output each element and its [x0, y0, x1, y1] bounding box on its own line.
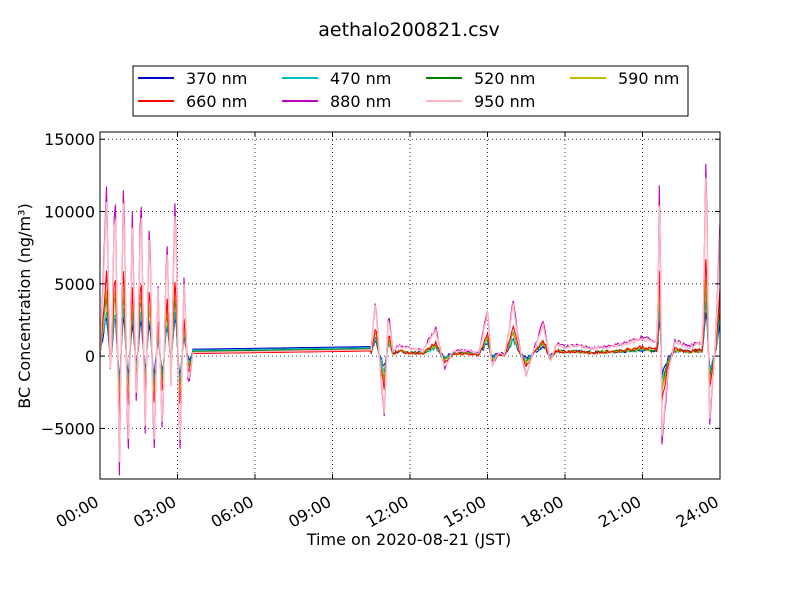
y-tick-label: 15000: [44, 130, 95, 149]
series-line: [100, 259, 720, 420]
y-tick-label: 10000: [44, 203, 95, 222]
x-tick-label: 15:00: [440, 492, 489, 532]
x-tick-label: 12:00: [363, 492, 412, 532]
x-tick-label: 18:00: [518, 492, 567, 532]
series-layer: [100, 163, 720, 476]
chart-title: aethalo200821.csv: [318, 19, 500, 41]
legend-label: 470 nm: [330, 69, 391, 88]
legend-label: 370 nm: [186, 69, 247, 88]
y-tick-label: 5000: [54, 275, 95, 294]
legend-label: 590 nm: [618, 69, 679, 88]
legend-box: [132, 65, 689, 117]
legend-label: 520 nm: [474, 69, 535, 88]
legend-label: 660 nm: [186, 92, 247, 111]
y-tick-label: −5000: [41, 419, 95, 438]
series-line: [100, 177, 720, 463]
x-tick-label: 06:00: [208, 492, 257, 532]
plot-area: [100, 132, 720, 479]
legend-label: 880 nm: [330, 92, 391, 111]
x-tick-label: 03:00: [130, 492, 179, 532]
legend: 370 nm 470 nm 520 nm 590 nm 660 nm 880 nm 950 …: [132, 65, 689, 117]
legend-label: 950 nm: [474, 92, 535, 111]
grid-lines: [100, 132, 720, 479]
x-tick-label: 21:00: [595, 492, 644, 532]
y-axis-title: BC Concentration (ng/m³): [15, 203, 34, 408]
x-tick-label: 24:00: [673, 492, 722, 532]
x-tick-label: 00:00: [53, 492, 102, 532]
y-tick-label: 0: [85, 347, 95, 366]
x-axis-title: Time on 2020-08-21 (JST): [306, 530, 511, 549]
x-tick-label: 09:00: [285, 492, 334, 532]
